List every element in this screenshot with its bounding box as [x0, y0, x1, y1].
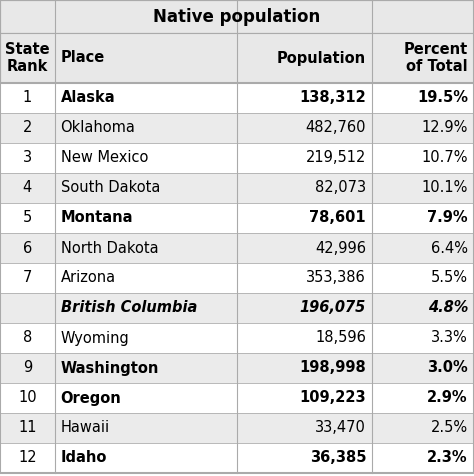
- Text: Montana: Montana: [61, 210, 133, 226]
- Text: 82,073: 82,073: [315, 180, 366, 196]
- Text: South Dakota: South Dakota: [61, 180, 160, 196]
- Text: 18,596: 18,596: [315, 330, 366, 346]
- Text: 2: 2: [23, 120, 32, 136]
- Text: 3: 3: [23, 150, 32, 166]
- Bar: [0, 353, 474, 383]
- Text: 10.1%: 10.1%: [422, 180, 468, 196]
- Text: 6: 6: [23, 240, 32, 256]
- Bar: [0, 173, 474, 203]
- Text: Native population: Native population: [154, 8, 320, 26]
- Bar: [0, 293, 474, 323]
- Bar: [0, 203, 474, 233]
- Text: 8: 8: [23, 330, 32, 346]
- Bar: [0, 83, 474, 113]
- Text: 10: 10: [18, 390, 36, 406]
- Text: 42,996: 42,996: [315, 240, 366, 256]
- Text: 3.3%: 3.3%: [431, 330, 468, 346]
- Text: 78,601: 78,601: [310, 210, 366, 226]
- Text: New Mexico: New Mexico: [61, 150, 148, 166]
- Text: 10.7%: 10.7%: [421, 150, 468, 166]
- Text: British Columbia: British Columbia: [61, 300, 197, 316]
- Text: 198,998: 198,998: [300, 360, 366, 376]
- Text: 109,223: 109,223: [300, 390, 366, 406]
- Text: 196,075: 196,075: [300, 300, 366, 316]
- Bar: [0, 263, 474, 293]
- Bar: [0, 413, 474, 443]
- Bar: [0, 233, 474, 263]
- Text: 12.9%: 12.9%: [422, 120, 468, 136]
- Text: Alaska: Alaska: [61, 90, 115, 106]
- Text: Hawaii: Hawaii: [61, 420, 109, 436]
- Text: 33,470: 33,470: [315, 420, 366, 436]
- Text: 19.5%: 19.5%: [417, 90, 468, 106]
- Text: Arizona: Arizona: [61, 270, 116, 286]
- Bar: [0, 143, 474, 173]
- Text: 12: 12: [18, 450, 36, 466]
- Text: North Dakota: North Dakota: [61, 240, 158, 256]
- Text: 36,385: 36,385: [310, 450, 366, 466]
- Bar: [0, 443, 474, 473]
- Text: 353,386: 353,386: [306, 270, 366, 286]
- Text: Percent
of Total: Percent of Total: [404, 42, 468, 74]
- Bar: [0, 383, 474, 413]
- Bar: [0, 323, 474, 353]
- Text: 138,312: 138,312: [300, 90, 366, 106]
- Text: 219,512: 219,512: [306, 150, 366, 166]
- Text: 482,760: 482,760: [306, 120, 366, 136]
- Text: 5.5%: 5.5%: [431, 270, 468, 286]
- Text: 4.8%: 4.8%: [428, 300, 468, 316]
- Text: Oregon: Oregon: [61, 390, 121, 406]
- Text: 11: 11: [18, 420, 36, 436]
- Text: 4: 4: [23, 180, 32, 196]
- Text: Idaho: Idaho: [61, 450, 107, 466]
- Text: Washington: Washington: [61, 360, 159, 376]
- Text: Place: Place: [61, 50, 105, 66]
- Text: 2.5%: 2.5%: [431, 420, 468, 436]
- Bar: [0, 113, 474, 143]
- Text: 3.0%: 3.0%: [427, 360, 468, 376]
- Text: Wyoming: Wyoming: [61, 330, 129, 346]
- Text: 2.3%: 2.3%: [428, 450, 468, 466]
- Bar: [0, 33, 474, 83]
- Text: 6.4%: 6.4%: [431, 240, 468, 256]
- Text: 7.9%: 7.9%: [428, 210, 468, 226]
- Text: 1: 1: [23, 90, 32, 106]
- Text: 5: 5: [23, 210, 32, 226]
- Text: Oklahoma: Oklahoma: [61, 120, 136, 136]
- Text: Population: Population: [277, 50, 366, 66]
- Text: State
Rank: State Rank: [5, 42, 50, 74]
- Text: 2.9%: 2.9%: [428, 390, 468, 406]
- Text: 7: 7: [23, 270, 32, 286]
- Text: 9: 9: [23, 360, 32, 376]
- Bar: [0, 0, 474, 33]
